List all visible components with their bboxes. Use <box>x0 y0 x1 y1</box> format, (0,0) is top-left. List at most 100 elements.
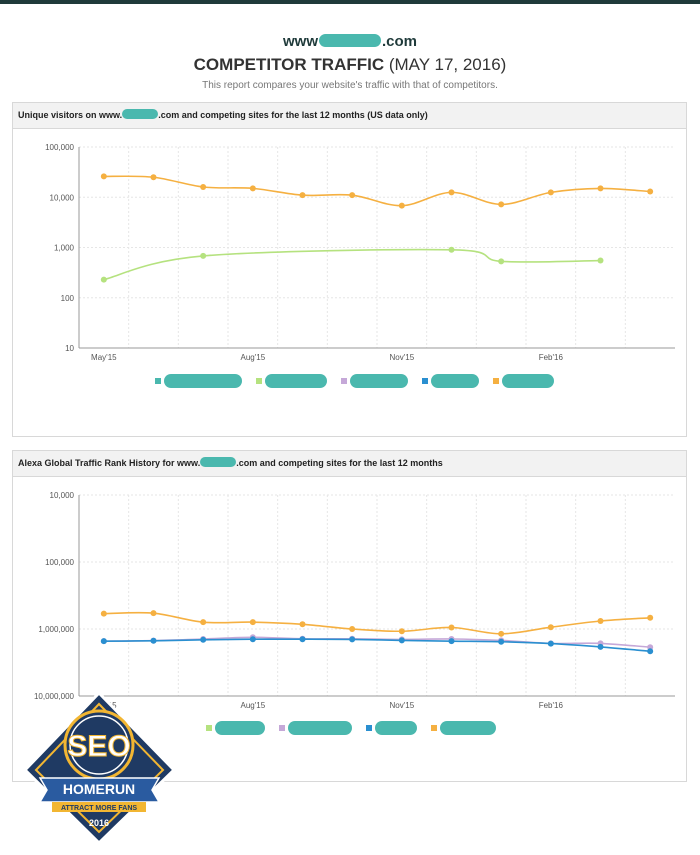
series-0-point <box>498 201 505 208</box>
series-0-point <box>249 185 256 192</box>
badge-year: 2016 <box>89 818 109 828</box>
series-0-point <box>647 188 654 195</box>
legend-label-redacted <box>288 721 352 735</box>
series-1-point <box>597 257 604 264</box>
page-title: COMPETITOR TRAFFIC (MAY 17, 2016) <box>0 55 700 75</box>
seo-homerun-logo: SEO HOMERUN ATTRACT MORE FANS 2016 <box>22 690 177 845</box>
series-1-point <box>498 258 505 265</box>
series-0-point <box>150 174 157 181</box>
legend-swatch <box>422 378 428 384</box>
legend-item <box>431 721 496 735</box>
badge-tagline: ATTRACT MORE FANS <box>61 805 137 812</box>
series-2-point <box>647 648 654 655</box>
series-2-line <box>103 638 651 653</box>
legend-swatch <box>493 378 499 384</box>
series-0-point <box>299 192 306 199</box>
y-tick-label: 1,000 <box>54 244 75 253</box>
series-2-point <box>498 638 505 645</box>
unique-visitors-chart: 10 100 1,000 10,000 100,000 May'15 Aug'15 Nov'1… <box>45 143 675 362</box>
series-1-line <box>103 248 601 281</box>
series-0-point <box>349 626 356 632</box>
series-0-point <box>597 185 604 192</box>
x-tick-label: Feb'16 <box>539 353 564 362</box>
redacted-domain <box>122 109 159 119</box>
series-1-line <box>103 636 651 649</box>
alexa-rank-title: Alexa Global Traffic Rank History for ww… <box>13 451 686 477</box>
unique-visitors-title: Unique visitors on www. .com and competin… <box>13 103 686 129</box>
series-1-point <box>200 252 207 259</box>
x-tick-label: Nov'15 <box>390 353 415 362</box>
unique-visitors-panel: Unique visitors on www. .com and competin… <box>12 102 687 437</box>
chart2-legend <box>206 721 510 735</box>
redacted-domain <box>200 457 237 467</box>
series-2-point <box>150 637 157 644</box>
series-2-point <box>398 637 405 644</box>
series-2-point <box>299 636 306 643</box>
legend-label-redacted <box>215 721 265 735</box>
x-tick-label: Feb'16 <box>539 701 564 710</box>
series-0-point <box>547 189 554 196</box>
x-tick-label: Aug'15 <box>240 353 265 362</box>
legend-swatch <box>279 725 285 731</box>
site-suffix: .com <box>382 33 418 50</box>
legend-swatch <box>341 378 347 384</box>
legend-item <box>256 374 327 388</box>
series-0-point <box>200 183 207 190</box>
legend-label-redacted <box>375 721 417 735</box>
series-2-point <box>448 638 455 645</box>
site-url: www .com <box>0 33 700 51</box>
series-0-point <box>597 618 604 625</box>
legend-item <box>341 374 408 388</box>
series-1-point <box>100 276 107 283</box>
series-2-point <box>100 638 107 645</box>
y-tick-label: 100 <box>61 294 75 303</box>
chart2-title-suffix: .com and competing sites for the last 12… <box>236 458 443 468</box>
series-0-point <box>150 610 157 617</box>
legend-item <box>422 374 479 388</box>
x-tick-label: May'15 <box>91 353 117 362</box>
series-0-point <box>100 173 107 180</box>
top-accent-bar <box>0 0 700 4</box>
y-tick-label: 100,000 <box>45 558 74 567</box>
series-2-point <box>597 643 604 650</box>
legend-item <box>279 721 352 735</box>
legend-item <box>493 374 554 388</box>
badge-letters: SEO <box>67 730 130 763</box>
site-prefix: www <box>282 33 318 50</box>
series-0-point <box>100 610 107 617</box>
x-tick-label: Aug'15 <box>240 701 265 710</box>
y-tick-label: 100,000 <box>45 143 74 152</box>
report-date: (MAY 17, 2016) <box>388 55 507 74</box>
chart1-legend <box>155 374 568 388</box>
legend-item <box>155 374 242 388</box>
legend-label-redacted <box>440 721 496 735</box>
series-0-point <box>547 624 554 631</box>
y-tick-label: 1,000,000 <box>38 625 74 634</box>
series-0-line <box>103 611 651 635</box>
redacted-domain <box>319 34 381 47</box>
y-tick-label: 10,000 <box>50 193 75 202</box>
y-tick-label: 10,000,000 <box>34 692 75 701</box>
series-0-line <box>103 175 651 207</box>
page-subtitle: This report compares your website's traf… <box>202 80 498 91</box>
alexa-rank-chart: 10,000100,0001,000,00010,000,000May'15Au… <box>34 491 675 710</box>
y-tick-label: 10 <box>65 344 74 353</box>
chart1-title-prefix: Unique visitors on www. <box>18 110 123 120</box>
report-header: www .com COMPETITOR TRAFFIC (MAY 17, 2016… <box>0 33 700 91</box>
legend-swatch <box>366 725 372 731</box>
series-0-point <box>647 614 654 621</box>
title-text: COMPETITOR TRAFFIC <box>193 55 385 74</box>
legend-label-redacted <box>350 374 408 388</box>
series-0-point <box>349 192 356 199</box>
series-0-point <box>498 630 505 637</box>
series-0-point <box>448 624 455 631</box>
series-0-point <box>249 619 256 626</box>
series-1-point <box>448 246 455 253</box>
legend-label-redacted <box>431 374 479 388</box>
legend-swatch <box>431 725 437 731</box>
x-tick-label: Nov'15 <box>390 701 415 710</box>
badge-banner: HOMERUN <box>63 781 135 797</box>
series-0-point <box>448 189 455 196</box>
series-2-point <box>349 636 356 643</box>
y-tick-label: 10,000 <box>50 491 75 500</box>
